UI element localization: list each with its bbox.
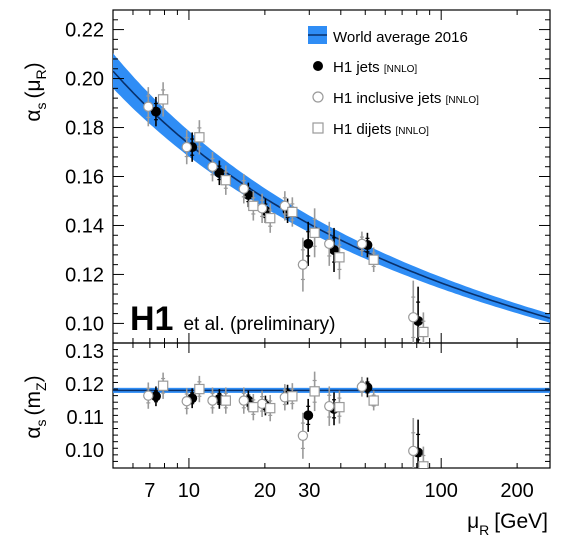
legend-item-world-average: World average 2016 bbox=[308, 26, 468, 46]
top-point-h1-jets bbox=[303, 238, 314, 249]
top-point-h1-dijets bbox=[194, 132, 205, 143]
top-point-h1-dijets bbox=[220, 174, 231, 186]
bottom-point-h1-dijets bbox=[157, 380, 169, 391]
bottom-world-average-layer bbox=[113, 387, 550, 393]
legend-item-h1-inclusive-jets: H1 inclusive jets [NNLO] bbox=[312, 90, 479, 107]
top-point-h1-inclusive-jets bbox=[324, 238, 335, 250]
legend-label-h1-inclusive-jets: H1 inclusive jets [NNLO] bbox=[333, 90, 479, 107]
top-point-h1-inclusive-jets bbox=[207, 161, 218, 172]
bottom-point-h1-inclusive-jets bbox=[356, 381, 368, 392]
bottom-y-tick-label: 0.10 bbox=[65, 440, 104, 462]
legend-marker-filled-circle bbox=[313, 61, 323, 71]
top-y-tick-label: 0.22 bbox=[65, 20, 104, 42]
top-world-average-line bbox=[113, 70, 550, 319]
tick-labels-layer: 0.10 0.12 0.14 0.16 0.18 0.20 0.22 0.10 0.11 0.12… bbox=[65, 20, 534, 502]
bottom-point-h1-dijets bbox=[334, 401, 345, 413]
bottom-panel-frame bbox=[112, 342, 551, 469]
legend-item-h1-jets: H1 jets [NNLO] bbox=[313, 59, 417, 76]
bottom-point-h1-inclusive-jets bbox=[181, 396, 192, 407]
top-point-h1-inclusive-jets bbox=[181, 141, 192, 153]
bottom-point-h1-inclusive-jets bbox=[408, 445, 419, 457]
bottom-y-tick-label: 0.12 bbox=[65, 374, 104, 396]
axis-ticks-layer bbox=[112, 9, 550, 469]
bottom-point-h1-jets bbox=[150, 391, 161, 402]
legend-marker-open-square bbox=[312, 122, 324, 134]
top-point-h1-inclusive-jets bbox=[356, 238, 368, 250]
bottom-y-tick-label: 0.13 bbox=[65, 341, 104, 363]
top-world-average-band bbox=[113, 53, 550, 323]
x-tick-label: 100 bbox=[425, 480, 458, 502]
top-point-h1-dijets bbox=[265, 212, 276, 224]
bottom-y-axis-label: αs(mZ) bbox=[22, 375, 49, 438]
x-tick-label: 200 bbox=[500, 480, 533, 502]
experiment-annotation: H1 et al. (preliminary) bbox=[130, 300, 336, 338]
bottom-point-h1-dijets bbox=[220, 395, 231, 406]
bottom-data-points-layer bbox=[143, 371, 429, 468]
top-point-h1-inclusive-jets bbox=[238, 183, 249, 194]
x-tick-label: 7 bbox=[144, 480, 155, 502]
top-point-h1-dijets bbox=[309, 227, 320, 239]
bottom-point-h1-dijets bbox=[309, 386, 320, 397]
bottom-point-h1-dijets bbox=[248, 401, 259, 413]
legend: World average 2016 H1 jets [NNLO] H1 inc… bbox=[308, 26, 479, 138]
legend-item-h1-dijets: H1 dijets [NNLO] bbox=[312, 121, 429, 138]
legend-label-world-average: World average 2016 bbox=[333, 29, 468, 46]
top-point-h1-dijets bbox=[334, 252, 345, 263]
x-tick-label: 10 bbox=[178, 480, 200, 502]
legend-label-h1-dijets: H1 dijets [NNLO] bbox=[333, 121, 429, 138]
x-tick-label: 20 bbox=[254, 480, 276, 502]
top-y-tick-label: 0.10 bbox=[65, 313, 104, 335]
top-point-h1-jets bbox=[150, 106, 161, 117]
legend-label-h1-jets: H1 jets [NNLO] bbox=[333, 59, 417, 76]
bottom-point-h1-inclusive-jets bbox=[207, 395, 218, 406]
top-y-tick-label: 0.18 bbox=[65, 118, 104, 140]
top-point-h1-inclusive-jets bbox=[297, 259, 309, 270]
bottom-point-h1-dijets bbox=[194, 383, 205, 395]
bottom-point-h1-inclusive-jets bbox=[238, 395, 249, 406]
top-point-h1-inclusive-jets bbox=[256, 203, 268, 214]
top-world-average-layer bbox=[113, 53, 550, 323]
bottom-point-h1-dijets bbox=[265, 402, 276, 414]
top-point-h1-inclusive-jets bbox=[143, 101, 154, 112]
top-point-h1-dijets bbox=[157, 94, 169, 105]
top-y-tick-label: 0.16 bbox=[65, 167, 104, 189]
bottom-point-h1-inclusive-jets bbox=[143, 390, 154, 401]
top-point-h1-dijets bbox=[368, 254, 379, 265]
top-data-points-layer bbox=[143, 82, 429, 343]
bottom-point-h1-inclusive-jets bbox=[324, 400, 335, 412]
top-y-axis-label: αs(μR) bbox=[22, 62, 49, 121]
top-point-h1-dijets bbox=[418, 326, 429, 338]
top-y-tick-label: 0.12 bbox=[65, 264, 104, 286]
bottom-point-h1-dijets bbox=[368, 395, 379, 406]
legend-marker-open-circle bbox=[312, 91, 324, 103]
bottom-point-h1-dijets bbox=[418, 461, 429, 468]
top-point-h1-dijets bbox=[248, 200, 259, 212]
top-point-h1-inclusive-jets bbox=[408, 312, 419, 323]
bottom-y-tick-label: 0.11 bbox=[67, 407, 104, 429]
x-axis-label: μR [GeV] bbox=[467, 510, 548, 538]
top-y-tick-label: 0.20 bbox=[65, 69, 104, 91]
top-point-h1-dijets bbox=[287, 206, 298, 218]
x-tick-label: 30 bbox=[298, 480, 320, 502]
top-y-tick-label: 0.14 bbox=[65, 215, 104, 237]
bottom-point-h1-jets bbox=[303, 410, 314, 421]
bottom-point-h1-inclusive-jets bbox=[297, 430, 309, 441]
bottom-point-h1-dijets bbox=[287, 391, 298, 402]
